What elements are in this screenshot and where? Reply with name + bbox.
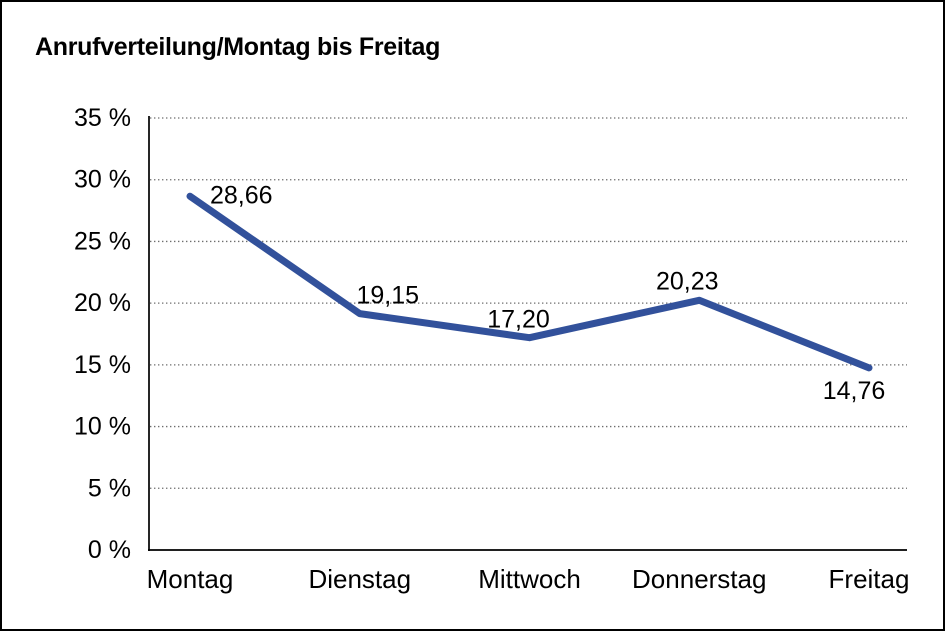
data-point-label: 17,20 <box>487 306 550 334</box>
chart-title: Anrufverteilung/Montag bis Freitag <box>35 33 441 61</box>
y-tick-label: 5 % <box>88 474 131 502</box>
data-point-label: 28,66 <box>210 181 273 209</box>
y-tick-label: 10 % <box>74 413 131 441</box>
data-point-label: 14,76 <box>823 377 886 405</box>
y-tick-label: 0 % <box>88 536 131 564</box>
data-line <box>186 192 873 372</box>
y-tick-label: 35 % <box>74 104 131 132</box>
y-tick-label: 20 % <box>74 289 131 317</box>
x-category-label: Freitag <box>829 564 910 594</box>
data-point-label: 20,23 <box>656 267 719 295</box>
y-tick-label: 15 % <box>74 351 131 379</box>
x-category-label: Donnerstag <box>632 564 766 594</box>
x-category-label: Montag <box>147 564 234 594</box>
x-category-label: Dienstag <box>308 564 411 594</box>
x-category-label: Mittwoch <box>478 564 581 594</box>
y-tick-label: 25 % <box>74 227 131 255</box>
data-point-label: 19,15 <box>356 282 419 310</box>
y-tick-label: 30 % <box>74 166 131 194</box>
